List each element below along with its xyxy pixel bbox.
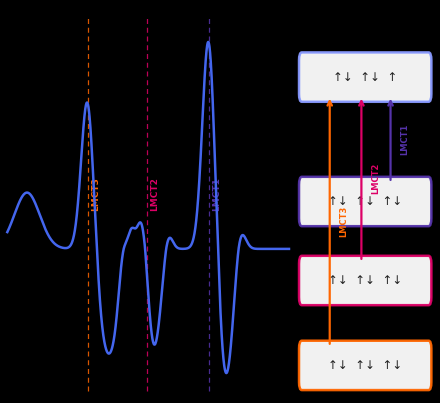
Text: ↑↓  ↑↓  ↑↓: ↑↓ ↑↓ ↑↓: [328, 274, 402, 287]
Text: LMCT3: LMCT3: [92, 177, 100, 210]
Text: LMCT1: LMCT1: [213, 177, 221, 210]
Text: ↑↓  ↑↓  ↑↓: ↑↓ ↑↓ ↑↓: [328, 195, 402, 208]
Text: LMCT3: LMCT3: [340, 206, 348, 237]
Text: LMCT2: LMCT2: [371, 163, 380, 195]
FancyBboxPatch shape: [299, 341, 431, 390]
FancyBboxPatch shape: [299, 256, 431, 305]
Text: ↑↓  ↑↓  ↑↓: ↑↓ ↑↓ ↑↓: [328, 359, 402, 372]
Text: ↑↓  ↑↓  ↑: ↑↓ ↑↓ ↑: [333, 71, 397, 83]
Text: LMCT2: LMCT2: [150, 177, 160, 210]
FancyBboxPatch shape: [299, 52, 431, 102]
Text: LMCT1: LMCT1: [400, 124, 409, 155]
FancyBboxPatch shape: [299, 177, 431, 226]
